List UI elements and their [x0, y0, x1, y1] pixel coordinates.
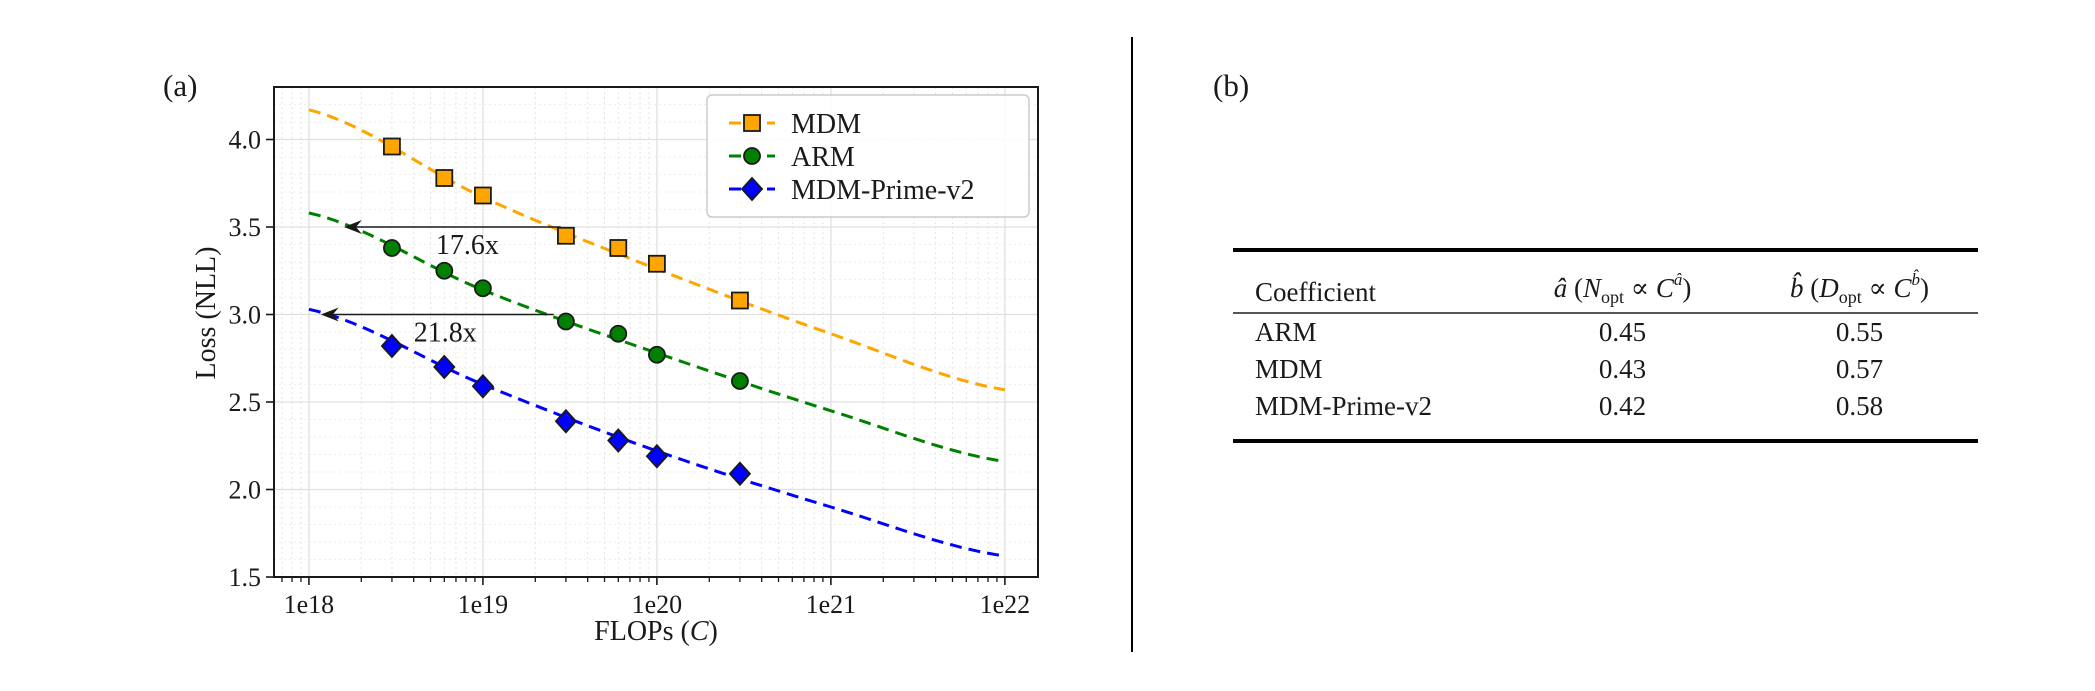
x-tick-label: 1e21: [806, 590, 857, 619]
x-tick-label: 1e22: [980, 590, 1031, 619]
data-point-arm: [474, 279, 492, 298]
data-point-mdm: [557, 226, 575, 245]
panel-divider: [1131, 37, 1133, 652]
coefficient-table: Coefficient â (Nopt ∝ Câ) b̂ (Dopt ∝ Cb̂…: [1233, 248, 1978, 443]
data-point-mdm: [474, 186, 492, 205]
data-point-mdm-prime-v2: [645, 443, 669, 469]
table-row: ARM 0.45 0.55: [1233, 313, 1978, 351]
y-tick-label: 2.0: [229, 476, 262, 505]
legend-label: ARM: [791, 142, 855, 173]
annotation-label: 21.8x: [414, 318, 477, 349]
header-coefficient: Coefficient: [1255, 277, 1376, 307]
x-tick-label: 1e19: [458, 590, 509, 619]
annotation-arrows: 17.6x 21.8x: [320, 220, 561, 349]
cell-a-hat: 0.45: [1598, 317, 1647, 347]
y-tick-label: 3.0: [229, 301, 262, 330]
table-header-row: Coefficient â (Nopt ∝ Câ) b̂ (Dopt ∝ Cb̂…: [1233, 250, 1978, 313]
data-point-arm: [609, 324, 628, 343]
panel-a-label: (a): [163, 68, 198, 103]
annotation-label: 17.6x: [436, 230, 499, 261]
data-markers: [380, 137, 752, 487]
data-point-mdm: [609, 239, 628, 257]
data-point-mdm: [383, 137, 401, 156]
legend-label: MDM-Prime-v2: [791, 175, 975, 206]
data-point-arm: [647, 345, 666, 364]
data-point-mdm-prime-v2: [471, 373, 495, 399]
plot-frame: [273, 86, 1039, 578]
fit-line-mdm-prime-v2: [308, 307, 1006, 558]
x-axis-ticks: 1e18 1e19 1e20 1e21 1e22: [281, 577, 1031, 619]
header-b-hat: b̂ (Dopt ∝ Cb̂): [1789, 270, 1930, 307]
x-tick-label: 1e18: [284, 590, 335, 619]
y-tick-label: 3.5: [229, 213, 262, 242]
cell-model: ARM: [1255, 317, 1317, 347]
data-point-mdm-prime-v2: [433, 354, 456, 380]
data-point-mdm: [435, 169, 454, 187]
legend-diamond-icon: [740, 176, 764, 202]
header-a-hat: â (Nopt ∝ Câ): [1553, 270, 1692, 307]
data-point-arm: [557, 312, 575, 331]
legend-box: [706, 94, 1030, 218]
data-point-arm: [731, 372, 749, 390]
x-axis-label: FLOPs (C): [594, 616, 718, 647]
legend-label: MDM: [791, 109, 861, 140]
legend-circle-icon: [743, 147, 761, 165]
cell-model: MDM: [1255, 354, 1323, 384]
panel-b-label: (b): [1213, 68, 1250, 103]
y-axis-ticks: 1.5 2.0 2.5 3.0 3.5 4.0: [229, 126, 274, 592]
cell-a-hat: 0.42: [1598, 391, 1647, 421]
y-tick-label: 4.0: [229, 126, 262, 155]
table-row: MDM 0.43 0.57: [1233, 351, 1978, 388]
cell-b-hat: 0.58: [1835, 391, 1884, 421]
data-point-mdm-prime-v2: [380, 333, 404, 359]
y-axis-label: Loss (NLL): [191, 247, 222, 380]
cell-a-hat: 0.43: [1598, 354, 1647, 384]
cell-model: MDM-Prime-v2: [1255, 391, 1432, 421]
data-point-mdm: [647, 254, 666, 273]
data-point-arm: [435, 261, 454, 280]
legend-square-icon: [743, 114, 761, 132]
data-point-mdm: [731, 291, 749, 310]
data-point-mdm-prime-v2: [728, 461, 752, 487]
arrowhead-icon: [320, 307, 339, 322]
loss-vs-flops-chart: 17.6x 21.8x 1e18 1e19 1e20 1e21 1e22 1.5 2.0 2.…: [191, 86, 1039, 647]
cell-b-hat: 0.55: [1835, 317, 1884, 347]
data-point-mdm-prime-v2: [554, 408, 578, 434]
cell-b-hat: 0.57: [1835, 354, 1884, 384]
x-tick-label: 1e20: [632, 590, 683, 619]
table-row: MDM-Prime-v2 0.42 0.58: [1233, 388, 1978, 441]
arrowhead-icon: [343, 220, 362, 234]
y-tick-label: 1.5: [229, 563, 262, 592]
data-point-mdm-prime-v2: [607, 428, 630, 453]
y-tick-label: 2.5: [229, 388, 262, 417]
data-point-arm: [383, 239, 401, 257]
